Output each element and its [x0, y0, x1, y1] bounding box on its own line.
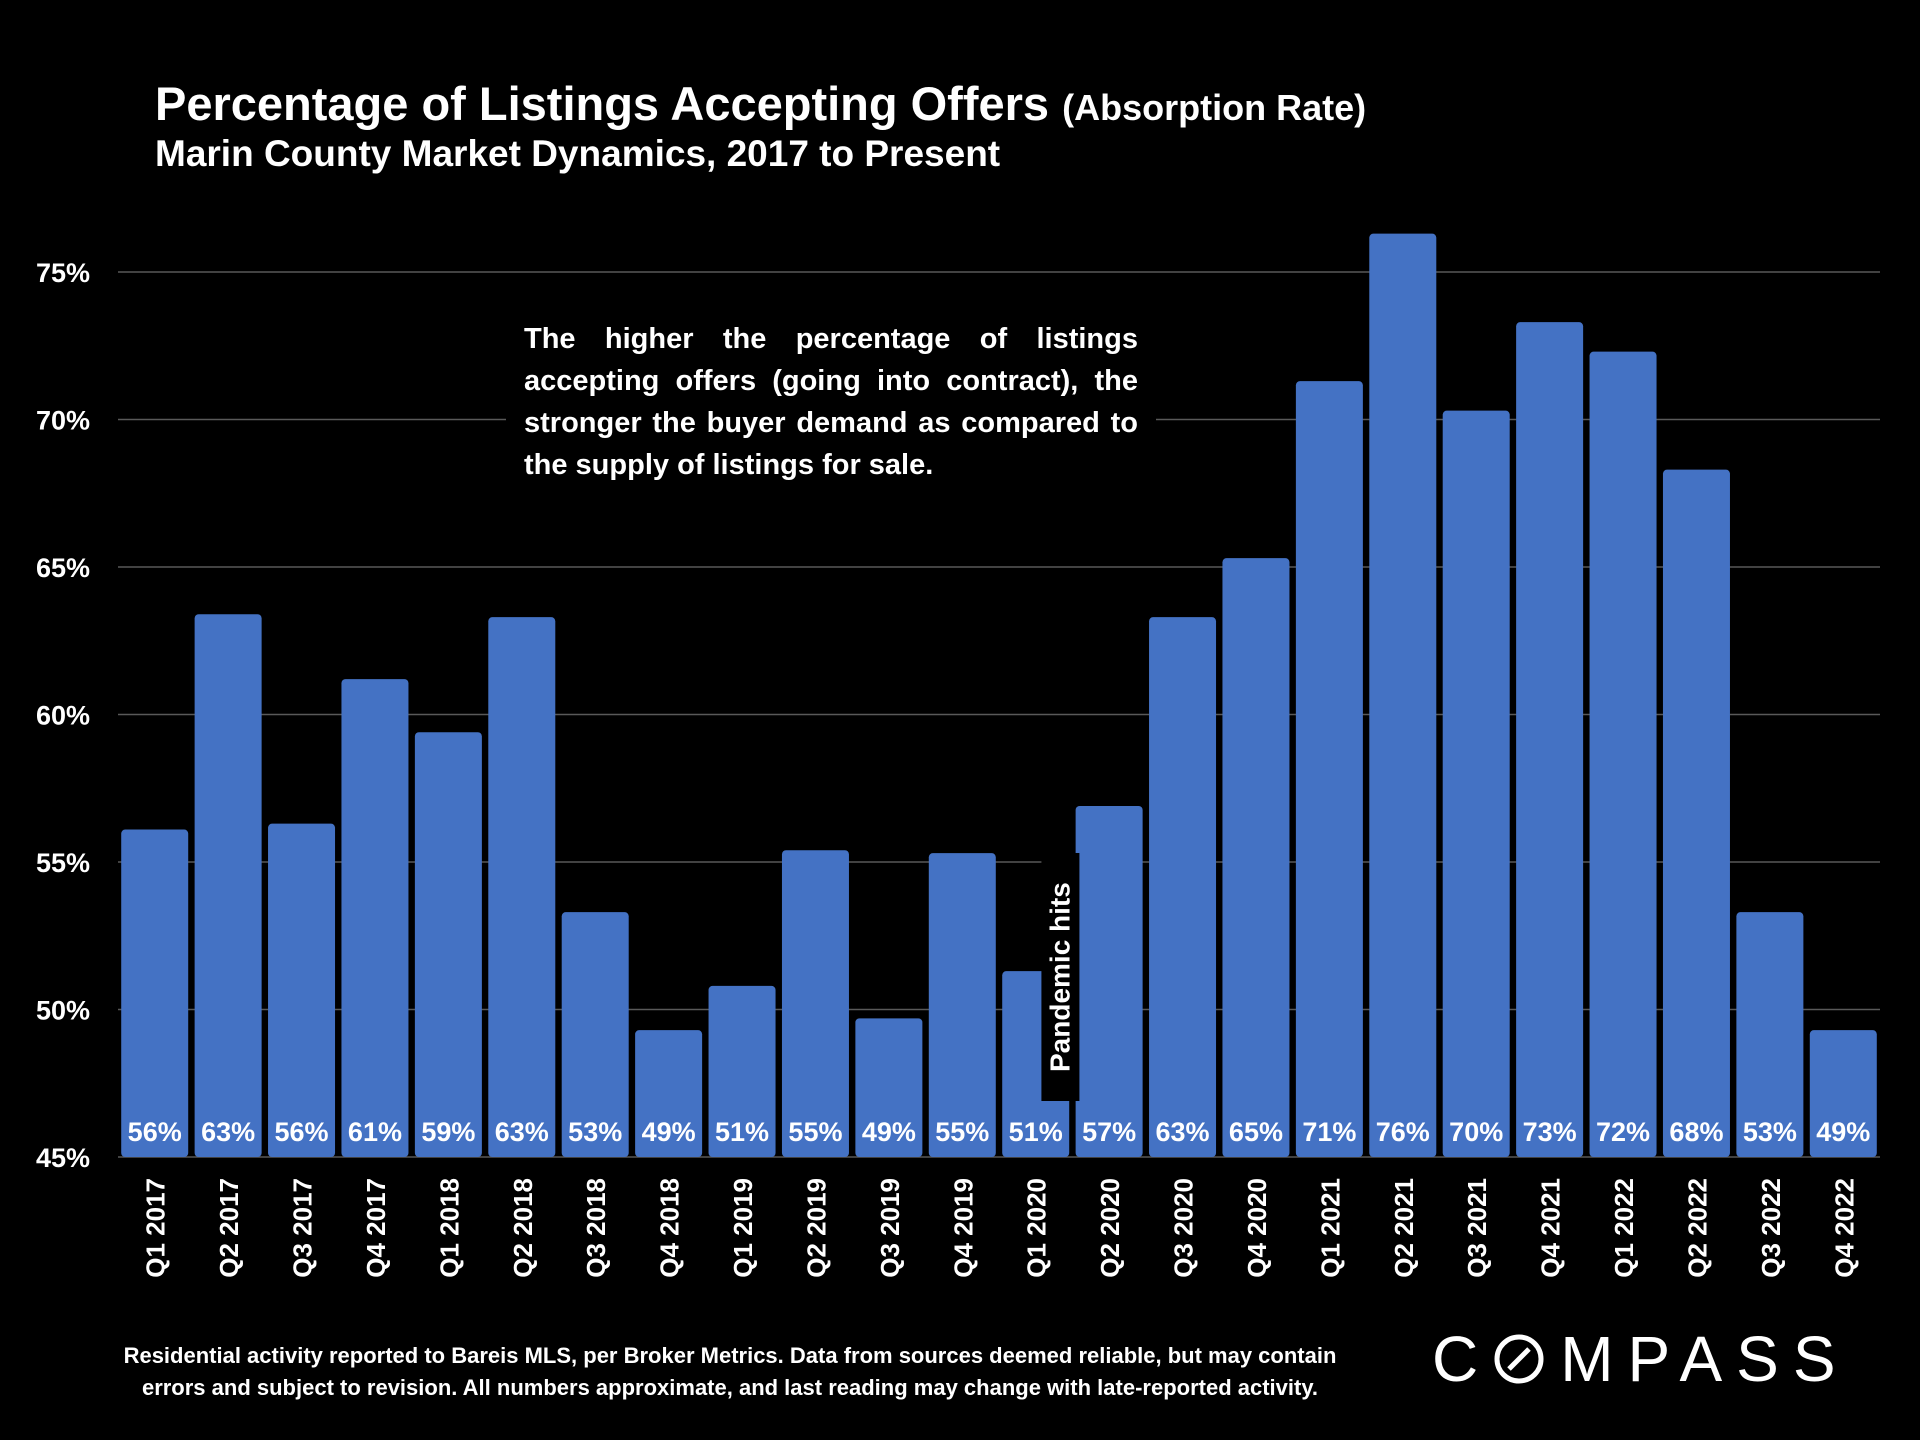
- bar-data-label: 61%: [348, 1117, 402, 1147]
- bar-data-label: 55%: [788, 1117, 842, 1147]
- bar-data-label: 51%: [1009, 1117, 1063, 1147]
- logo-text-left: C: [1432, 1323, 1493, 1395]
- chart-subtitle: Marin County Market Dynamics, 2017 to Pr…: [155, 133, 1001, 174]
- bar: [1442, 410, 1510, 1157]
- x-tick-label: Q3 2018: [581, 1178, 611, 1278]
- bar-data-label: 70%: [1449, 1117, 1503, 1147]
- x-tick-label: Q3 2022: [1756, 1178, 1786, 1278]
- bar: [781, 850, 849, 1157]
- bar-data-label: 59%: [421, 1117, 475, 1147]
- x-tick-label: Q2 2019: [801, 1178, 831, 1278]
- x-tick-label: Q4 2018: [655, 1178, 685, 1278]
- x-tick-label: Q4 2017: [361, 1178, 391, 1278]
- bar: [1149, 617, 1217, 1157]
- pandemic-annotation: Pandemic hits: [1044, 882, 1075, 1072]
- bar: [1369, 233, 1437, 1157]
- title-main: Percentage of Listings Accepting Offers: [155, 77, 1050, 130]
- bar: [1222, 558, 1290, 1157]
- bar: [1295, 381, 1363, 1157]
- x-tick-label: Q1 2022: [1609, 1178, 1639, 1278]
- bar: [708, 985, 776, 1157]
- bar-data-label: 68%: [1669, 1117, 1723, 1147]
- compass-logo: C MPASS: [1432, 1322, 1850, 1396]
- x-tick-label: Q4 2021: [1536, 1178, 1566, 1278]
- logo-text-right: MPASS: [1560, 1323, 1850, 1395]
- bar: [1589, 351, 1657, 1157]
- x-tick-label: Q2 2021: [1389, 1178, 1419, 1278]
- y-tick-label: 50%: [36, 996, 90, 1026]
- x-tick-label: Q1 2018: [434, 1178, 464, 1278]
- footnote: Residential activity reported to Bareis …: [60, 1340, 1400, 1404]
- bar-data-label: 63%: [201, 1117, 255, 1147]
- bar-data-label: 53%: [568, 1117, 622, 1147]
- bar-data-label: 73%: [1523, 1117, 1577, 1147]
- x-tick-label: Q2 2022: [1682, 1178, 1712, 1278]
- bar: [1736, 912, 1804, 1157]
- x-tick-label: Q2 2020: [1095, 1178, 1125, 1278]
- bar-data-label: 49%: [1816, 1117, 1870, 1147]
- bar: [121, 829, 189, 1157]
- bar-data-label: 57%: [1082, 1117, 1136, 1147]
- bar-data-label: 51%: [715, 1117, 769, 1147]
- y-tick-label: 65%: [36, 553, 90, 583]
- chart-annotation: The higher the percentage of listings ac…: [506, 318, 1156, 486]
- y-tick-label: 75%: [36, 258, 90, 288]
- bar-data-label: 65%: [1229, 1117, 1283, 1147]
- bar: [488, 617, 556, 1157]
- x-tick-label: Q1 2020: [1022, 1178, 1052, 1278]
- x-tick-label: Q4 2019: [948, 1178, 978, 1278]
- bar-data-label: 72%: [1596, 1117, 1650, 1147]
- bar-data-label: 76%: [1376, 1117, 1430, 1147]
- x-tick-label: Q4 2020: [1242, 1178, 1272, 1278]
- y-tick-label: 45%: [36, 1143, 90, 1173]
- bar: [194, 614, 262, 1157]
- x-tick-label: Q3 2020: [1169, 1178, 1199, 1278]
- chart-title: Percentage of Listings Accepting Offers …: [155, 76, 1366, 131]
- x-tick-label: Q3 2021: [1462, 1178, 1492, 1278]
- x-tick-label: Q3 2017: [288, 1178, 318, 1278]
- footnote-line-2: errors and subject to revision. All numb…: [141, 1375, 1319, 1400]
- bar: [341, 679, 409, 1157]
- bar: [561, 912, 629, 1157]
- compass-logo-o-icon: [1494, 1334, 1544, 1384]
- bar-data-label: 56%: [128, 1117, 182, 1147]
- bar-data-label: 63%: [495, 1117, 549, 1147]
- title-paren: (Absorption Rate): [1062, 87, 1367, 128]
- x-tick-label: Q2 2017: [214, 1178, 244, 1278]
- bar-data-label: 71%: [1302, 1117, 1356, 1147]
- x-tick-label: Q3 2019: [875, 1178, 905, 1278]
- bar: [1516, 322, 1584, 1157]
- bar-data-label: 55%: [935, 1117, 989, 1147]
- y-tick-label: 70%: [36, 406, 90, 436]
- bar: [928, 853, 996, 1157]
- bar: [1662, 469, 1730, 1157]
- bar-data-label: 53%: [1743, 1117, 1797, 1147]
- bar: [1809, 1030, 1877, 1157]
- bar-data-label: 56%: [275, 1117, 329, 1147]
- x-tick-label: Q1 2021: [1315, 1178, 1345, 1278]
- x-tick-label: Q1 2019: [728, 1178, 758, 1278]
- bar: [1075, 805, 1143, 1157]
- bar: [635, 1030, 703, 1157]
- pandemic-label-backdrop: [1041, 853, 1080, 1101]
- bar-data-label: 63%: [1156, 1117, 1210, 1147]
- x-tick-label: Q1 2017: [141, 1178, 171, 1278]
- bar: [268, 823, 336, 1157]
- footnote-line-1: Residential activity reported to Bareis …: [123, 1343, 1337, 1368]
- bar: [855, 1018, 923, 1157]
- bar-data-label: 49%: [862, 1117, 916, 1147]
- y-tick-label: 55%: [36, 848, 90, 878]
- y-tick-label: 60%: [36, 701, 90, 731]
- x-tick-label: Q4 2022: [1829, 1178, 1859, 1278]
- bar-data-label: 49%: [642, 1117, 696, 1147]
- x-tick-label: Q2 2018: [508, 1178, 538, 1278]
- bar: [414, 732, 482, 1157]
